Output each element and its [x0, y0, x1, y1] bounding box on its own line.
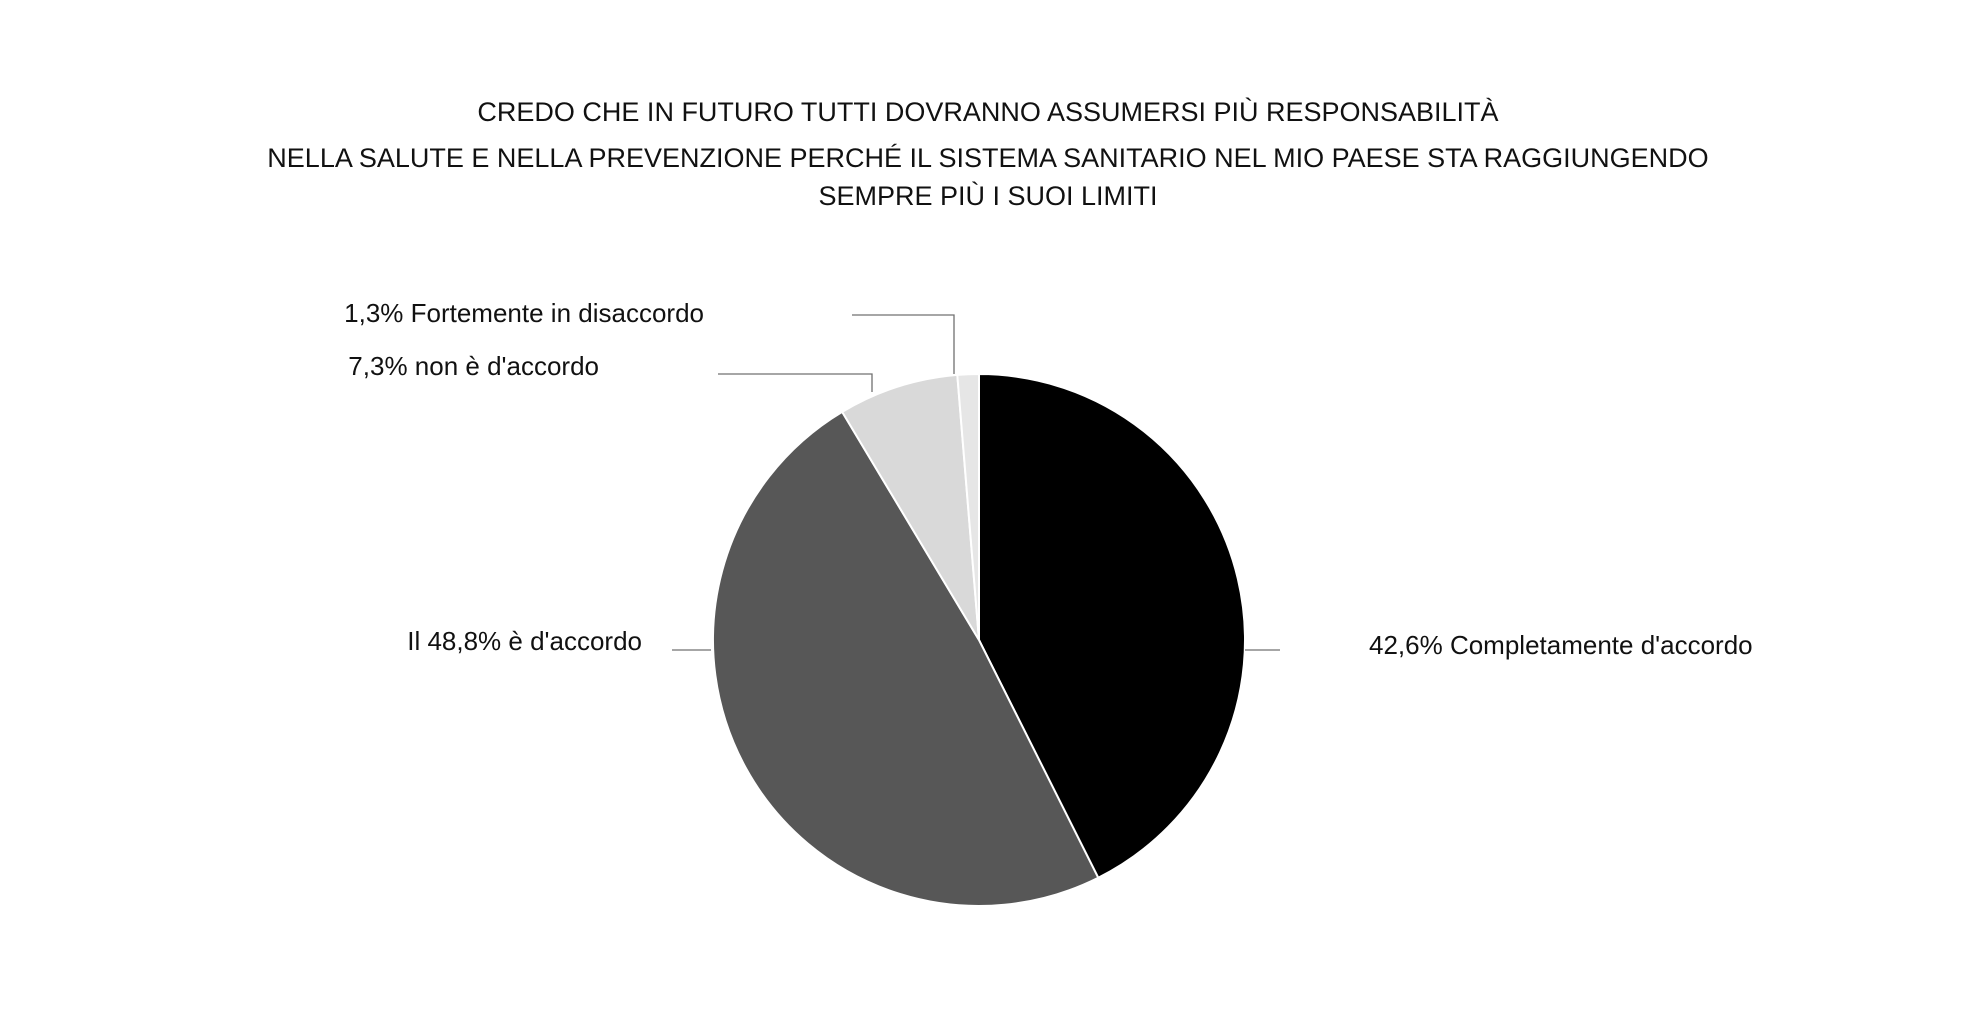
- slice-label-completamente-d-accordo: 42,6% Completamente d'accordo: [1369, 630, 1753, 660]
- slice-label-fortemente-in-disaccordo: 1,3% Fortemente in disaccordo: [344, 298, 704, 328]
- slice-labels: 42,6% Completamente d'accordo Il 48,8% è…: [344, 298, 1753, 660]
- pie-slice-7-3-non-e-d-accordo: [840, 373, 980, 641]
- pie-slice-42-6-completamente-d-accordo: [978, 372, 1246, 880]
- slice-label-non-d-accordo: 7,3% non è d'accordo: [348, 351, 599, 381]
- label-leader-lines: [672, 314, 1280, 651]
- pie-slices: [712, 372, 1246, 907]
- leader-line-non-d-accordo: [718, 373, 873, 392]
- slice-label-d-accordo: Il 48,8% è d'accordo: [407, 626, 642, 656]
- chart-title-line-3: SEMPRE PIÙ I SUOI LIMITI: [818, 180, 1157, 211]
- pie-slice-il-48-8-e-d-accordo: [712, 410, 1100, 907]
- chart-title-line-2: NELLA SALUTE E NELLA PREVENZIONE PERCHÉ …: [267, 143, 1708, 173]
- chart-title: CREDO CHE IN FUTURO TUTTI DOVRANNO ASSUM…: [267, 96, 1708, 211]
- chart-title-line-1: CREDO CHE IN FUTURO TUTTI DOVRANNO ASSUM…: [477, 96, 1498, 127]
- pie-slice-1-3-fortemente-in-disaccordo: [956, 372, 980, 641]
- leader-line-fortemente-in-disaccordo: [852, 314, 955, 374]
